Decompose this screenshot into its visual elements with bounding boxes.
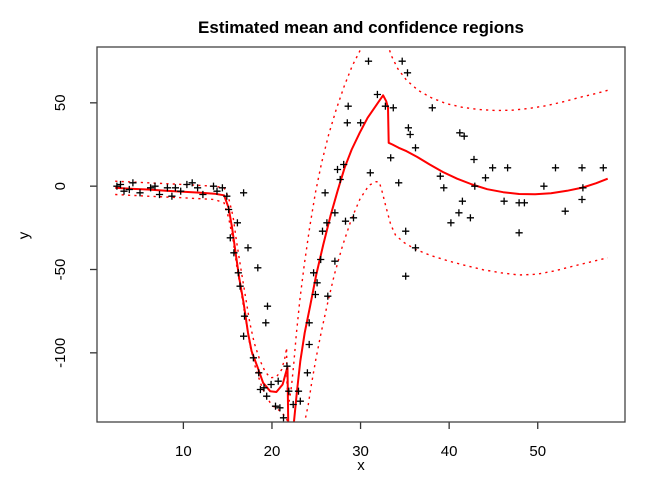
x-tick-label: 20 bbox=[264, 443, 281, 460]
plot-border bbox=[96, 46, 626, 423]
upper-confidence-line bbox=[115, 47, 608, 402]
x-axis-label: x bbox=[357, 457, 365, 474]
x-tick-label: 40 bbox=[441, 443, 458, 460]
x-tick-label: 50 bbox=[529, 443, 546, 460]
x-tick-label: 10 bbox=[175, 443, 192, 460]
y-tick-label: 0 bbox=[52, 182, 69, 190]
y-tick-label: -50 bbox=[52, 259, 69, 281]
y-tick-label: 50 bbox=[52, 94, 69, 111]
mean-line bbox=[115, 94, 609, 422]
x-tick-label: 30 bbox=[352, 443, 369, 460]
lower-confidence-line bbox=[115, 181, 608, 422]
y-axis-label: y bbox=[15, 231, 33, 240]
y-tick-label: -100 bbox=[52, 338, 69, 368]
scatter-points bbox=[113, 57, 607, 422]
chart-title: Estimated mean and confidence regions bbox=[198, 18, 524, 37]
